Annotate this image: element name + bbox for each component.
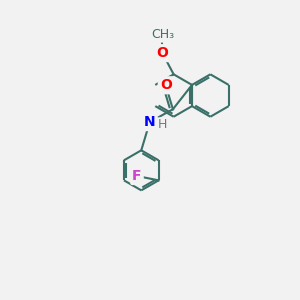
Text: CH₃: CH₃ [151, 28, 174, 41]
Text: N: N [144, 115, 155, 129]
Text: F: F [132, 169, 142, 183]
Text: O: O [157, 46, 168, 60]
Text: O: O [160, 78, 172, 92]
Text: H: H [158, 118, 167, 131]
